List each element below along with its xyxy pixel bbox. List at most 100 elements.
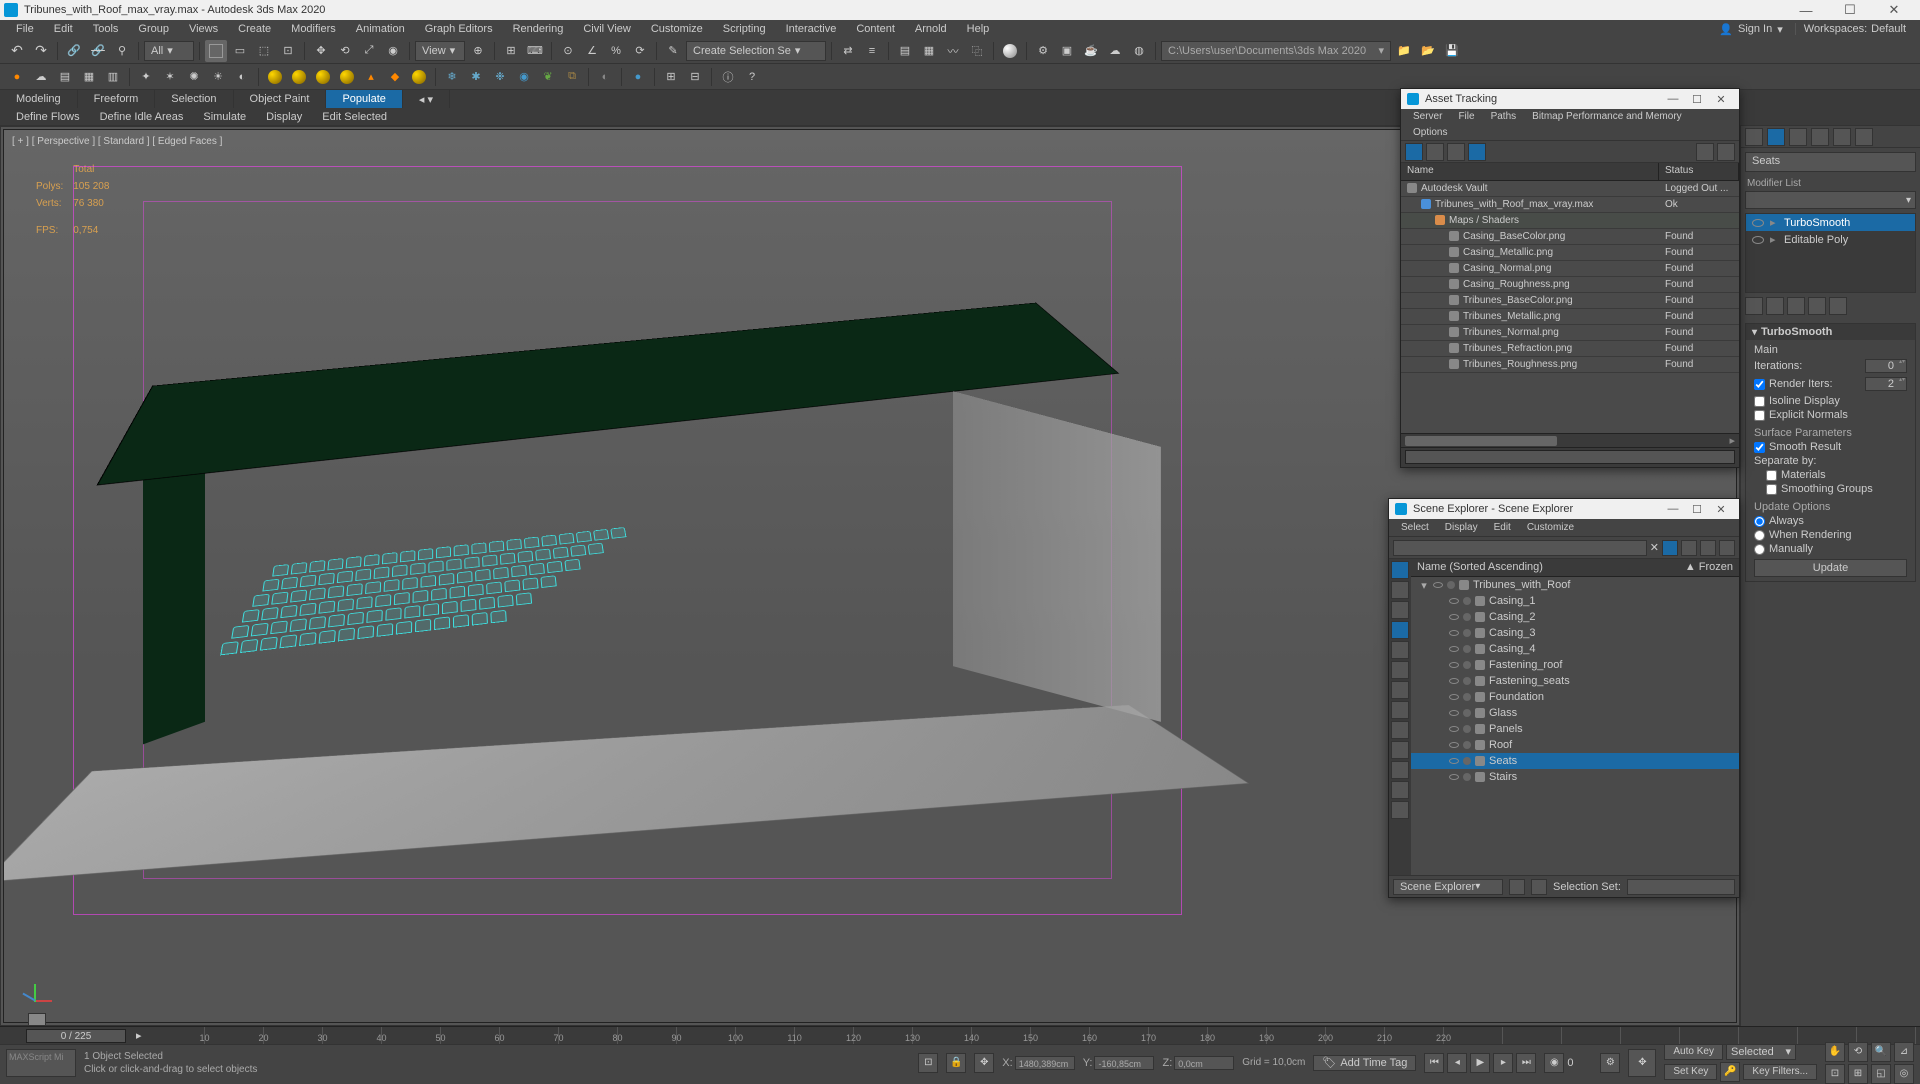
curve-editor-button[interactable]: 〰 (942, 40, 964, 62)
asset-menu-options[interactable]: Options (1405, 127, 1455, 138)
timeline[interactable]: 0 / 225 ▸ 102030405060708090100110120130… (0, 1026, 1920, 1044)
menu-tools[interactable]: Tools (83, 20, 129, 38)
rollout-header[interactable]: ▾ TurboSmooth (1746, 324, 1915, 340)
ribbon-overflow[interactable]: ◂ ▾ (403, 90, 450, 108)
motion-tab[interactable] (1811, 128, 1829, 146)
se-filter-1[interactable] (1662, 540, 1678, 556)
asset-tool-2[interactable] (1426, 143, 1444, 161)
coord-y-input[interactable]: -160,85cm (1094, 1056, 1154, 1070)
configure-sets-button[interactable] (1829, 297, 1847, 315)
se-explorer-combo[interactable]: Scene Explorer ▾ (1393, 879, 1503, 895)
asset-menu-file[interactable]: File (1450, 111, 1482, 122)
select-name-button[interactable]: ▭ (229, 40, 251, 62)
keyboard-shortcut-button[interactable]: ⌨ (524, 40, 546, 62)
time-slider-handle[interactable] (28, 1013, 46, 1026)
material-editor-button[interactable] (999, 40, 1021, 62)
menu-graph-editors[interactable]: Graph Editors (415, 20, 503, 38)
edit-named-sel-button[interactable]: ✎ (662, 40, 684, 62)
isolate-button[interactable]: ⊡ (918, 1053, 938, 1073)
render-iters-check[interactable]: Render Iters: (1754, 378, 1833, 390)
workspace-selector[interactable]: Workspaces: Default (1795, 23, 1914, 35)
isoline-check[interactable]: Isoline Display (1754, 395, 1907, 407)
toggle-ribbon-button[interactable]: ▦ (918, 40, 940, 62)
t2-28[interactable]: ⓘ (717, 66, 739, 88)
ref-coord-dropdown[interactable]: View▾ (415, 41, 465, 61)
asset-row[interactable]: Tribunes_with_Roof_max_vray.maxOk (1401, 197, 1739, 213)
se-tool-6[interactable] (1391, 661, 1409, 679)
asset-col-status[interactable]: Status (1659, 163, 1739, 180)
se-tool-1[interactable] (1391, 561, 1409, 579)
menu-animation[interactable]: Animation (346, 20, 415, 38)
slider-next[interactable]: ▸ (132, 1029, 146, 1042)
se-tool-9[interactable] (1391, 721, 1409, 739)
display-tab[interactable] (1833, 128, 1851, 146)
asset-col-name[interactable]: Name (1401, 163, 1659, 180)
se-menu-edit[interactable]: Edit (1486, 522, 1519, 533)
axis-gizmo[interactable] (14, 962, 54, 1002)
viewport-nav-button[interactable]: ✥ (1628, 1049, 1656, 1077)
align-button[interactable]: ≡ (861, 40, 883, 62)
make-unique-button[interactable] (1787, 297, 1805, 315)
scene-node[interactable]: Glass (1411, 705, 1739, 721)
t2-16[interactable]: ◆ (384, 66, 406, 88)
zoom-extents-button[interactable]: ⊡ (1825, 1064, 1845, 1084)
t2-9[interactable]: ☀ (207, 66, 229, 88)
scene-node[interactable]: Casing_1 (1411, 593, 1739, 609)
menu-arnold[interactable]: Arnold (905, 20, 957, 38)
scene-node[interactable]: Stairs (1411, 769, 1739, 785)
asset-tool-6[interactable] (1717, 143, 1735, 161)
link-button[interactable]: 🔗 (63, 40, 85, 62)
fov-button[interactable]: ⊿ (1894, 1042, 1914, 1062)
materials-check[interactable]: Materials (1766, 469, 1907, 481)
render-setup-button[interactable]: ⚙ (1032, 40, 1054, 62)
menu-file[interactable]: File (6, 20, 44, 38)
se-footer-btn-2[interactable] (1531, 879, 1547, 895)
ribbon-tab-freeform[interactable]: Freeform (78, 90, 156, 108)
select-object-button[interactable] (205, 40, 227, 62)
ribbon-tab-selection[interactable]: Selection (155, 90, 233, 108)
goto-start-button[interactable]: ⏮ (1424, 1053, 1444, 1073)
menu-edit[interactable]: Edit (44, 20, 83, 38)
keyfilters-button[interactable]: Key Filters... (1743, 1064, 1817, 1080)
placement-button[interactable]: ◉ (382, 40, 404, 62)
menu-rendering[interactable]: Rendering (503, 20, 574, 38)
se-tool-12[interactable] (1391, 781, 1409, 799)
render-iters-spinner[interactable]: 2 (1865, 377, 1907, 391)
se-tool-8[interactable] (1391, 701, 1409, 719)
remove-modifier-button[interactable] (1808, 297, 1826, 315)
scene-node[interactable]: Foundation (1411, 689, 1739, 705)
t2-10[interactable]: ◐ (231, 66, 253, 88)
subribbon-display[interactable]: Display (256, 111, 312, 123)
t2-22[interactable]: ❦ (537, 66, 559, 88)
iterations-spinner[interactable]: 0 (1865, 359, 1907, 373)
t2-25[interactable]: ● (627, 66, 649, 88)
t2-21[interactable]: ◉ (513, 66, 535, 88)
modifier-item[interactable]: ▸TurboSmooth (1746, 214, 1915, 231)
render-a360-button[interactable]: ◍ (1128, 40, 1150, 62)
menu-interactive[interactable]: Interactive (776, 20, 847, 38)
key-filter-combo[interactable]: Selected▾ (1726, 1044, 1796, 1060)
se-menu-select[interactable]: Select (1393, 522, 1437, 533)
asset-table-body[interactable]: Autodesk VaultLogged Out ...Tribunes_wit… (1401, 181, 1739, 433)
se-tool-10[interactable] (1391, 741, 1409, 759)
se-filter-2[interactable] (1681, 540, 1697, 556)
t2-13[interactable] (312, 66, 334, 88)
add-time-tag-button[interactable]: 🏷Add Time Tag (1313, 1055, 1416, 1071)
se-filter-3[interactable] (1700, 540, 1716, 556)
percent-snap-button[interactable]: % (605, 40, 627, 62)
asset-panel-titlebar[interactable]: Asset Tracking — ☐ ✕ (1401, 89, 1739, 109)
se-clear-search[interactable]: ✕ (1650, 541, 1659, 554)
t2-8[interactable]: ✺ (183, 66, 205, 88)
project-path-input[interactable]: C:\Users\user\Documents\3ds Max 2020▾ (1161, 41, 1391, 61)
t2-17[interactable] (408, 66, 430, 88)
se-tool-2[interactable] (1391, 581, 1409, 599)
menu-modifiers[interactable]: Modifiers (281, 20, 346, 38)
goto-end-button[interactable]: ⏭ (1516, 1053, 1536, 1073)
mirror-button[interactable]: ⇄ (837, 40, 859, 62)
bind-button[interactable]: ⚲ (111, 40, 133, 62)
se-menu-customize[interactable]: Customize (1519, 522, 1582, 533)
asset-minimize-button[interactable]: — (1661, 90, 1685, 108)
project-btn-2[interactable]: 📂 (1417, 40, 1439, 62)
t2-24[interactable]: ◐ (594, 66, 616, 88)
rotate-button[interactable]: ⟲ (334, 40, 356, 62)
